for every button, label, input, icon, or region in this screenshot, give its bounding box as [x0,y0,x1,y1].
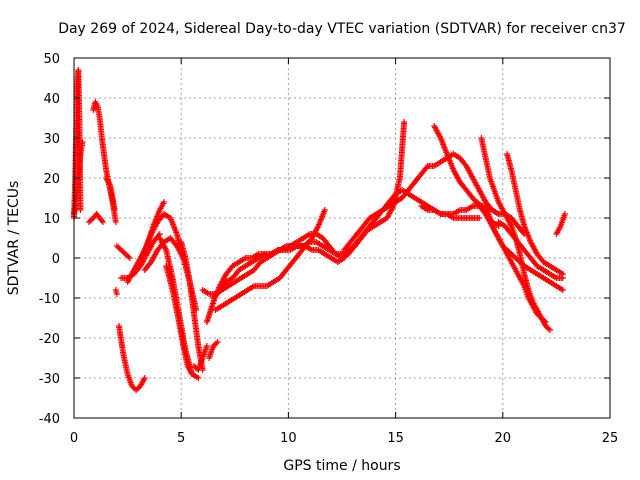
series-arc-27 [474,199,549,325]
y-tick-label: -10 [39,292,60,307]
data-point [559,287,566,293]
series-arc-5 [103,175,118,213]
data-point [321,207,328,213]
series-arc-22 [341,151,528,253]
y-tick-label: 50 [43,52,60,67]
x-tick-label: 5 [177,431,185,446]
series-arc-2 [71,139,86,217]
y-tick-label: 20 [43,172,60,187]
series-arc-20 [212,207,328,313]
x-tick-label: 15 [387,431,404,446]
x-tick-label: 0 [70,431,78,446]
data-point [559,275,566,281]
series-arc-16 [191,343,210,373]
data-point [126,255,133,261]
series-arc-3 [86,211,106,225]
y-tick-label: 40 [43,92,60,107]
x-tick-label: 10 [280,431,297,446]
data-point [99,219,106,225]
x-tick-label: 20 [495,431,512,446]
y-axis-title: SDTVAR / TECUs [6,181,22,296]
y-tick-label: 30 [43,132,60,147]
data-points [71,67,568,393]
y-tick-label: 10 [43,212,60,227]
series-arc-14 [163,263,195,377]
data-point [401,119,408,125]
y-tick-label: -40 [39,412,60,427]
series-arc-8 [116,323,148,393]
data-point [113,291,120,297]
data-point [155,232,162,239]
chart-title: Day 269 of 2024, Sidereal Day-to-day VTE… [58,21,626,37]
series-arc-7 [113,243,133,261]
data-point [546,327,553,333]
series-arc-29 [495,219,566,281]
series-arc-17 [206,339,221,361]
series-arc-6 [112,287,120,297]
series-arc-28 [504,151,566,277]
data-point [98,217,105,224]
axis-ticks: 0 5 10 15 20 25 -40 -30 -20 -10 0 10 20 30 40 50 [39,52,619,446]
data-point [111,207,118,213]
series-arc-18 [203,119,408,325]
data-point [214,339,221,345]
data-point [423,164,430,171]
data-point [203,343,210,349]
series-arc-30 [553,211,568,237]
series-arc-24 [418,203,483,221]
data-point [351,243,358,249]
data-point [188,371,195,377]
series-arc-15 [178,239,206,373]
data-point [77,207,84,213]
y-tick-label: -30 [39,372,60,387]
data-point [141,375,148,381]
plot-frame [73,57,611,419]
y-tick-label: -20 [39,332,60,347]
x-axis-title: GPS time / hours [283,458,400,474]
data-point [195,375,202,381]
data-point [112,219,119,225]
y-tick-label: 0 [52,252,60,267]
data-point [561,211,568,217]
data-point [79,139,86,145]
x-tick-label: 25 [602,431,619,446]
series-arc-25 [478,135,553,333]
data-point [161,199,168,205]
data-point [542,319,549,325]
series-arc-21 [210,239,358,301]
data-point [476,215,483,221]
